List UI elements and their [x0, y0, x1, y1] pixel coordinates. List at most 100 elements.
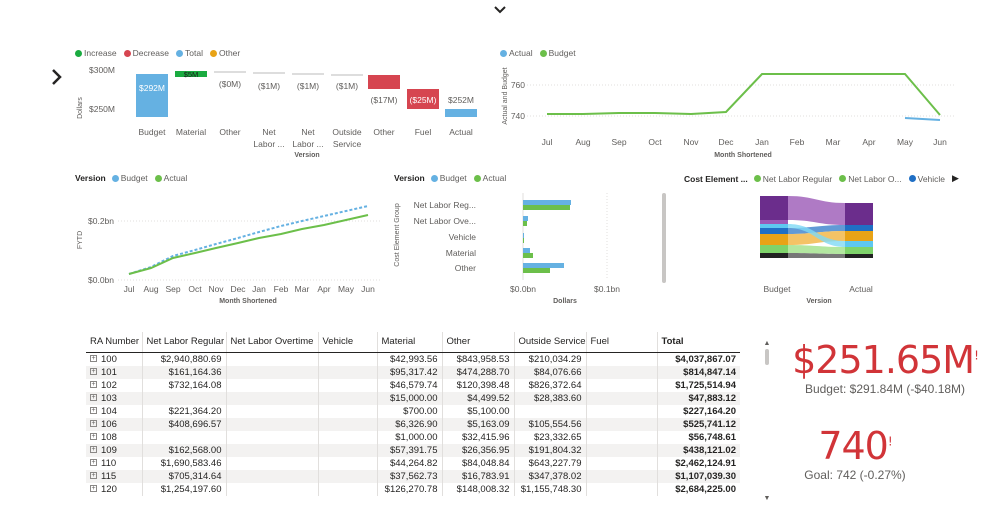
table-row[interactable]: +101 $161,164.36 $95,317.42 $474,288.70 $84,…	[86, 365, 740, 379]
expand-icon[interactable]: +	[90, 381, 97, 389]
legend-item[interactable]: Budget	[539, 48, 576, 58]
expand-icon[interactable]: +	[90, 433, 97, 441]
ribbon-band[interactable]	[788, 245, 845, 254]
table-row[interactable]: +103 $15,000.00 $4,499.52 $28,383.60 $47,883…	[86, 391, 740, 405]
hbar-bar[interactable]	[523, 216, 528, 221]
ribbon-segment[interactable]	[760, 220, 788, 224]
table-cell: $700.00	[377, 404, 443, 418]
hbar-bar[interactable]	[523, 268, 550, 273]
chevron-down-icon[interactable]	[492, 3, 508, 17]
expand-icon[interactable]: +	[90, 368, 97, 376]
line-top-actual-series[interactable]	[904, 117, 941, 121]
waterfall-bar-material[interactable]	[175, 71, 207, 77]
ribbon-segment[interactable]	[760, 234, 788, 245]
column-header[interactable]: Net Labor Overtime	[226, 332, 319, 353]
legend-item[interactable]: Decrease	[123, 48, 169, 58]
legend-item[interactable]: Actual	[154, 173, 187, 183]
legend-item[interactable]: Budget	[111, 173, 148, 183]
line-top-budget-series[interactable]	[547, 73, 941, 116]
chevron-right-icon[interactable]	[50, 68, 64, 86]
waterfall-bar-actual[interactable]	[445, 109, 477, 117]
ra-matrix-table[interactable]: RA Number Net Labor Regular Net Labor Ov…	[86, 332, 740, 514]
ribbon-segment[interactable]	[760, 228, 788, 234]
ribbon-segment[interactable]	[760, 245, 788, 253]
hbar-bar[interactable]	[523, 248, 530, 253]
fytd-actual-series[interactable]	[128, 214, 369, 275]
expand-icon[interactable]: +	[90, 407, 97, 415]
ribbon-chart[interactable]: Budget Actual Version	[745, 185, 895, 307]
table-row[interactable]: +106 $408,696.57 $6,326.90 $5,163.09 $105,55…	[86, 417, 740, 431]
expand-icon[interactable]: +	[90, 394, 97, 402]
waterfall-bar-other-2[interactable]	[368, 75, 400, 89]
hbar-bar[interactable]	[523, 263, 564, 268]
column-header[interactable]: Material	[377, 332, 443, 353]
table-row[interactable]: +102 $732,164.08 $46,579.74 $120,398.48 $826…	[86, 378, 740, 392]
column-header[interactable]: Net Labor Regular	[142, 332, 227, 353]
table-row[interactable]: +104 $221,364.20 $700.00 $5,100.00 $227,164.…	[86, 404, 740, 418]
hbar-bar[interactable]	[523, 253, 533, 258]
ribbon-band[interactable]	[788, 225, 845, 234]
hbar-bar[interactable]	[523, 200, 571, 205]
legend-item[interactable]: Actual	[500, 48, 533, 58]
column-header[interactable]: Fuel	[586, 332, 658, 353]
expand-icon[interactable]: +	[90, 459, 97, 467]
legend-item[interactable]: Net Labor O...	[839, 174, 902, 184]
table-row[interactable]: +120 $1,254,197.60 $126,270.78 $148,008.32 $…	[86, 482, 740, 496]
column-header[interactable]: Vehicle	[318, 332, 378, 353]
waterfall-chart[interactable]: Dollars $300M $250M $292M $5M ($0M) ($1M…	[70, 60, 480, 160]
ribbon-segment[interactable]	[845, 231, 873, 241]
caret-right-icon[interactable]: ▶	[952, 173, 959, 183]
hbar-bar[interactable]	[523, 221, 527, 226]
column-header[interactable]: Total	[657, 332, 740, 353]
waterfall-bar-budget[interactable]	[136, 74, 168, 117]
legend-item[interactable]: Increase	[75, 48, 117, 58]
hbar-bar[interactable]	[523, 238, 524, 243]
ra-number-cell: +109	[86, 443, 143, 457]
line-top-chart[interactable]: Actual and Budget 760 740 Jul Aug Sep Oc…	[495, 58, 960, 162]
table-cell: $44,264.82	[377, 456, 443, 470]
ribbon-segment[interactable]	[845, 225, 873, 231]
table-cell	[586, 378, 658, 392]
table-row[interactable]: +110 $1,690,583.46 $44,264.82 $84,048.84 $64…	[86, 456, 740, 470]
hbar-chart[interactable]: Cost Element Group Net Labor Reg... Net …	[390, 185, 675, 307]
column-header[interactable]: Other	[442, 332, 515, 353]
ribbon-segment[interactable]	[845, 254, 873, 258]
table-scrollbar[interactable]: ▲ ▼	[763, 340, 771, 502]
table-row[interactable]: +100 $2,940,880.69 $42,993.56 $843,958.53 $2…	[86, 352, 740, 366]
legend-item[interactable]: Vehicle	[908, 174, 945, 184]
legend-item[interactable]: Actual	[473, 173, 506, 183]
expand-icon[interactable]: +	[90, 420, 97, 428]
table-header-row: RA Number Net Labor Regular Net Labor Ov…	[86, 332, 740, 353]
ribbon-segment[interactable]	[845, 203, 873, 225]
waterfall-bar-fuel[interactable]	[407, 89, 439, 109]
table-row[interactable]: +108 $1,000.00 $32,415.96 $23,332.65 $56,748…	[86, 430, 740, 444]
expand-icon[interactable]: +	[90, 355, 97, 363]
table-row[interactable]: +109 $162,568.00 $57,391.75 $26,356.95 $191,…	[86, 443, 740, 457]
waterfall-ylabel: Dollars	[77, 97, 84, 119]
fytd-chart[interactable]: FYTD $0.2bn $0.0bn Jul Aug Sep Oct Nov D…	[70, 185, 385, 307]
fytd-budget-series[interactable]	[128, 205, 369, 275]
ribbon-segment[interactable]	[845, 241, 873, 247]
table-row[interactable]: +115 $705,314.64 $37,562.73 $16,783.91 $347,…	[86, 469, 740, 483]
hbar-bar[interactable]	[523, 233, 524, 238]
ribbon-band[interactable]	[788, 196, 845, 225]
ribbon-segment[interactable]	[760, 253, 788, 258]
ribbon-segment[interactable]	[760, 196, 788, 220]
ribbon-segment[interactable]	[760, 224, 788, 228]
ribbon-band[interactable]	[788, 253, 845, 258]
expand-icon[interactable]: +	[90, 472, 97, 480]
ribbon-segment[interactable]	[845, 247, 873, 254]
expand-icon[interactable]: +	[90, 485, 97, 493]
hbar-bar[interactable]	[523, 205, 570, 210]
legend-item[interactable]: Other	[209, 48, 240, 58]
expand-icon[interactable]: +	[90, 446, 97, 454]
scrollbar-thumb[interactable]	[765, 349, 769, 365]
legend-item[interactable]: Net Labor Regular	[753, 174, 832, 184]
column-header[interactable]: RA Number	[86, 332, 143, 353]
ribbon-band[interactable]	[788, 224, 845, 247]
legend-item[interactable]: Budget	[430, 173, 467, 183]
column-header[interactable]: Outside Service	[514, 332, 587, 353]
ribbon-band[interactable]	[788, 231, 845, 245]
legend-item[interactable]: Total	[176, 48, 203, 58]
hbar-scrollbar[interactable]	[662, 193, 666, 283]
